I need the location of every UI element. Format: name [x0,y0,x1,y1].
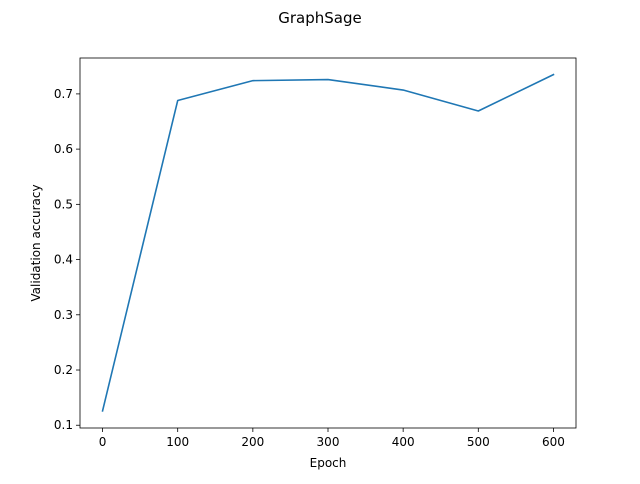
plot-frame [79,57,577,429]
y-tick-label-6: 0.7 [54,87,73,101]
y-tick-label-4: 0.5 [54,197,73,211]
x-tick-label-1: 100 [166,435,189,449]
x-tick-label-5: 500 [467,435,490,449]
x-axis-label: Epoch [310,456,347,470]
x-tick-label-4: 400 [392,435,415,449]
series-line-0 [101,73,555,412]
y-tick-label-1: 0.2 [54,363,73,377]
x-tick-label-2: 200 [241,435,264,449]
ticks-layer: 0 100 200 300 400 500 600 0.1 0.2 0.3 0.4 0.5 0.6 0.7 [54,87,565,449]
y-tick-label-5: 0.6 [54,142,73,156]
series-layer [101,73,555,412]
y-tick-label-3: 0.4 [54,253,73,267]
y-tick-label-2: 0.3 [54,308,73,322]
x-tick-label-3: 300 [317,435,340,449]
x-tick-label-0: 0 [99,435,107,449]
chart-title: GraphSage [278,9,361,27]
y-axis-label: Validation accuracy [29,184,43,301]
x-tick-label-6: 600 [542,435,565,449]
y-tick-label-0: 0.1 [54,418,73,432]
